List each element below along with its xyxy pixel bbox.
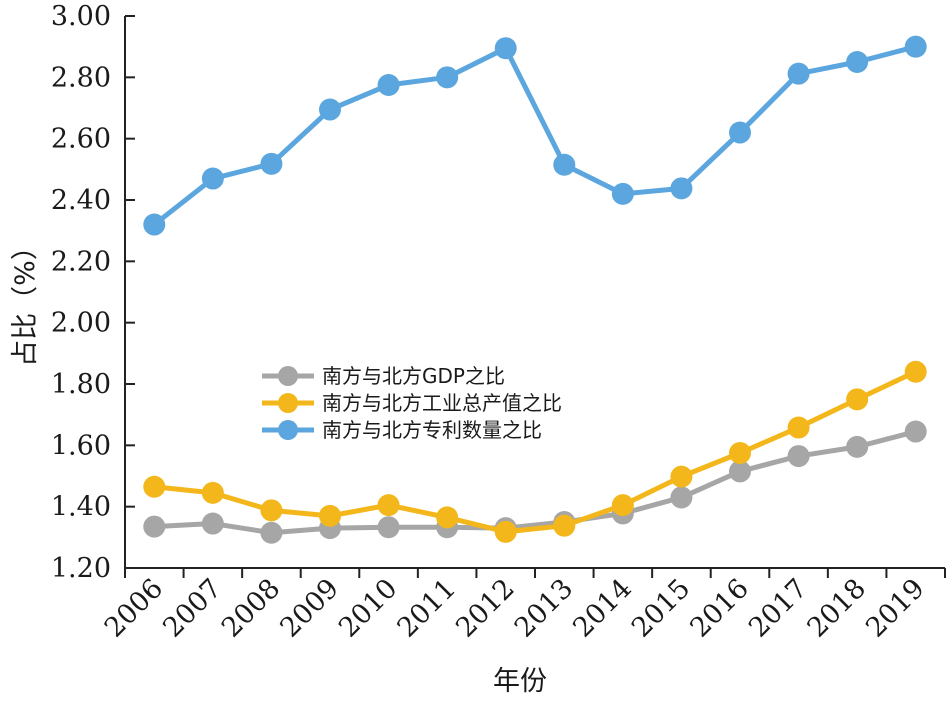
x-tick-label: 2008 <box>216 573 287 644</box>
x-axis-title: 年份 <box>493 666 547 697</box>
y-tick-label: 2.60 <box>51 124 111 155</box>
data-point <box>377 74 400 96</box>
data-point <box>553 153 576 176</box>
data-point <box>260 499 283 522</box>
data-point <box>319 504 341 527</box>
legend-marker <box>278 393 298 413</box>
x-tick-label: 2016 <box>684 573 755 644</box>
data-point <box>143 515 166 538</box>
legend-marker <box>278 366 298 386</box>
x-tick-label: 2012 <box>450 573 521 644</box>
data-point <box>611 494 634 517</box>
x-tick-label: 2018 <box>802 573 873 644</box>
data-point <box>260 152 283 175</box>
series-layer <box>143 35 927 544</box>
data-point <box>729 442 751 464</box>
y-tick-label: 2.40 <box>51 185 111 216</box>
legend-item: 南方与北方专利数量之比 <box>262 418 542 442</box>
y-tick-label: 1.60 <box>51 430 111 461</box>
data-point <box>904 420 927 443</box>
x-tick-label: 2011 <box>392 573 463 644</box>
legend-label: 南方与北方专利数量之比 <box>322 418 542 442</box>
data-point <box>377 516 400 539</box>
data-point <box>787 416 810 439</box>
data-point <box>904 360 927 383</box>
y-tick-label: 2.20 <box>51 246 111 277</box>
data-point <box>787 62 810 85</box>
x-tick-label: 2007 <box>157 573 228 644</box>
data-point <box>611 182 634 205</box>
y-tick-label: 3.00 <box>51 1 111 32</box>
data-point <box>143 475 166 498</box>
data-point <box>846 435 869 458</box>
data-point <box>377 494 400 517</box>
legend-marker <box>278 420 298 440</box>
y-tick-label: 2.00 <box>51 308 111 339</box>
data-point <box>729 460 751 483</box>
y-tick-label: 1.40 <box>51 492 111 523</box>
legend-item: 南方与北方工业总产值之比 <box>262 391 562 415</box>
data-point <box>319 98 341 121</box>
data-point <box>201 512 224 535</box>
data-point <box>670 177 693 200</box>
legend-label: 南方与北方GDP之比 <box>322 364 505 388</box>
x-tick-label: 2010 <box>333 573 404 644</box>
data-point <box>846 51 869 73</box>
data-point <box>670 486 693 509</box>
x-tick-label: 2019 <box>860 573 931 644</box>
data-point <box>846 388 869 411</box>
legend-item: 南方与北方GDP之比 <box>262 364 505 388</box>
x-tick-label: 2015 <box>626 573 697 644</box>
x-tick-label: 2009 <box>274 573 345 644</box>
data-point <box>494 520 517 543</box>
data-point <box>143 213 166 236</box>
data-point <box>670 465 693 488</box>
data-point <box>436 506 459 529</box>
data-point <box>201 481 224 504</box>
data-point <box>436 66 459 89</box>
legend-label: 南方与北方工业总产值之比 <box>322 391 562 415</box>
x-tick-label: 2013 <box>509 573 580 644</box>
x-tick-label: 2014 <box>567 573 638 644</box>
y-tick-label: 1.20 <box>51 553 111 584</box>
data-point <box>787 445 810 468</box>
data-point <box>553 514 576 537</box>
series-line <box>152 44 917 227</box>
y-tick-label: 1.80 <box>51 369 111 400</box>
y-tick-label: 2.80 <box>51 62 111 93</box>
x-tick-label: 2017 <box>743 573 814 644</box>
series-1 <box>143 360 927 543</box>
axes: 1.20 1.40 1.60 1.80 2.00 2.20 2.40 2.60 2.80 3.00… <box>51 1 946 644</box>
series-2 <box>143 35 927 236</box>
y-axis-title: 占比（%） <box>10 233 41 367</box>
data-point <box>904 35 927 58</box>
data-point <box>729 121 751 144</box>
data-point <box>201 167 224 190</box>
data-point <box>260 521 283 544</box>
data-point <box>494 37 517 60</box>
